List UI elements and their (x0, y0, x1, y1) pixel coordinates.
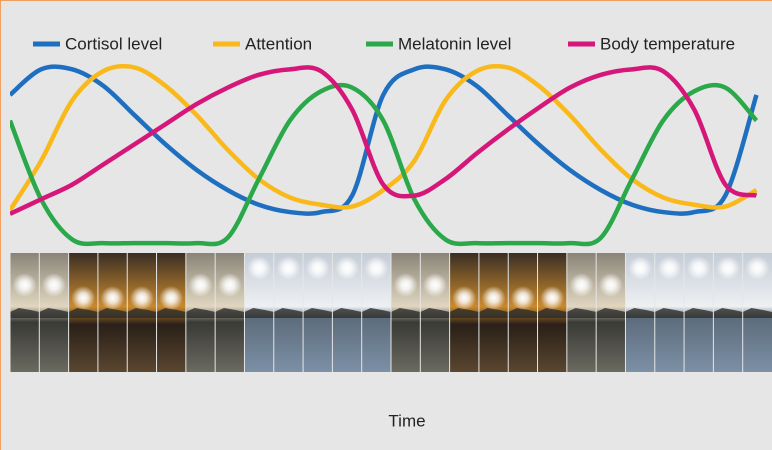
photo-land (185, 308, 216, 318)
legend-label: Cortisol level (65, 34, 162, 53)
photo-sun (598, 273, 623, 297)
photo-sun (71, 286, 96, 310)
photo-land (537, 308, 567, 318)
photo-sun (422, 273, 447, 297)
photo-land (449, 308, 479, 318)
photo-sun (159, 286, 184, 310)
photo-land (361, 308, 391, 318)
photo-land (127, 308, 157, 318)
line-series (10, 82, 759, 247)
photo-sun (452, 286, 477, 310)
photo-sun (716, 256, 741, 280)
photo-land (625, 308, 655, 318)
photo-sun (41, 273, 66, 297)
photo-sun (481, 286, 506, 310)
legend-label: Melatonin level (398, 34, 511, 53)
photo-land (508, 308, 538, 318)
photo-sun (100, 286, 125, 310)
legend-label: Body temperature (600, 34, 735, 53)
photo-sun (129, 286, 154, 310)
photo-sun (569, 273, 594, 297)
photo-land (596, 308, 626, 318)
photo-land (244, 308, 274, 318)
photo-land (654, 308, 685, 318)
legend-label: Attention (245, 34, 312, 53)
photo-sun (247, 256, 272, 280)
photo-sun (217, 273, 242, 297)
photo-sun (393, 273, 418, 297)
photo-sun (188, 273, 213, 297)
photo-sun (628, 256, 653, 280)
x-axis-label: Time (388, 411, 425, 430)
photo-land (10, 308, 40, 318)
photo-land (713, 308, 743, 318)
photo-strip (9, 253, 772, 372)
photo-land (273, 308, 304, 318)
photo-sun (305, 256, 330, 280)
line-series (10, 64, 759, 216)
photo-land (39, 308, 69, 318)
photo-land (332, 308, 362, 318)
photo-land (684, 308, 714, 318)
photo-land (303, 308, 333, 318)
photo-land (97, 308, 128, 318)
photo-sun (686, 256, 711, 280)
photo-land (478, 308, 509, 318)
photo-sun (12, 273, 37, 297)
photo-land (742, 308, 772, 318)
photo-sun (540, 286, 565, 310)
photo-land (156, 308, 186, 318)
photo-land (566, 308, 597, 318)
photo-land (68, 308, 98, 318)
photo-sun (364, 256, 389, 280)
line-series (10, 65, 758, 216)
photo-land (391, 308, 421, 318)
plot-area: 612182461218246 (10, 63, 759, 247)
photo-land (420, 308, 450, 318)
photo-sun (335, 256, 360, 280)
photo-sun (510, 286, 535, 310)
photo-sun (276, 256, 301, 280)
photo-sun (657, 256, 682, 280)
photo-sun (745, 256, 770, 280)
photo-land (215, 308, 245, 318)
